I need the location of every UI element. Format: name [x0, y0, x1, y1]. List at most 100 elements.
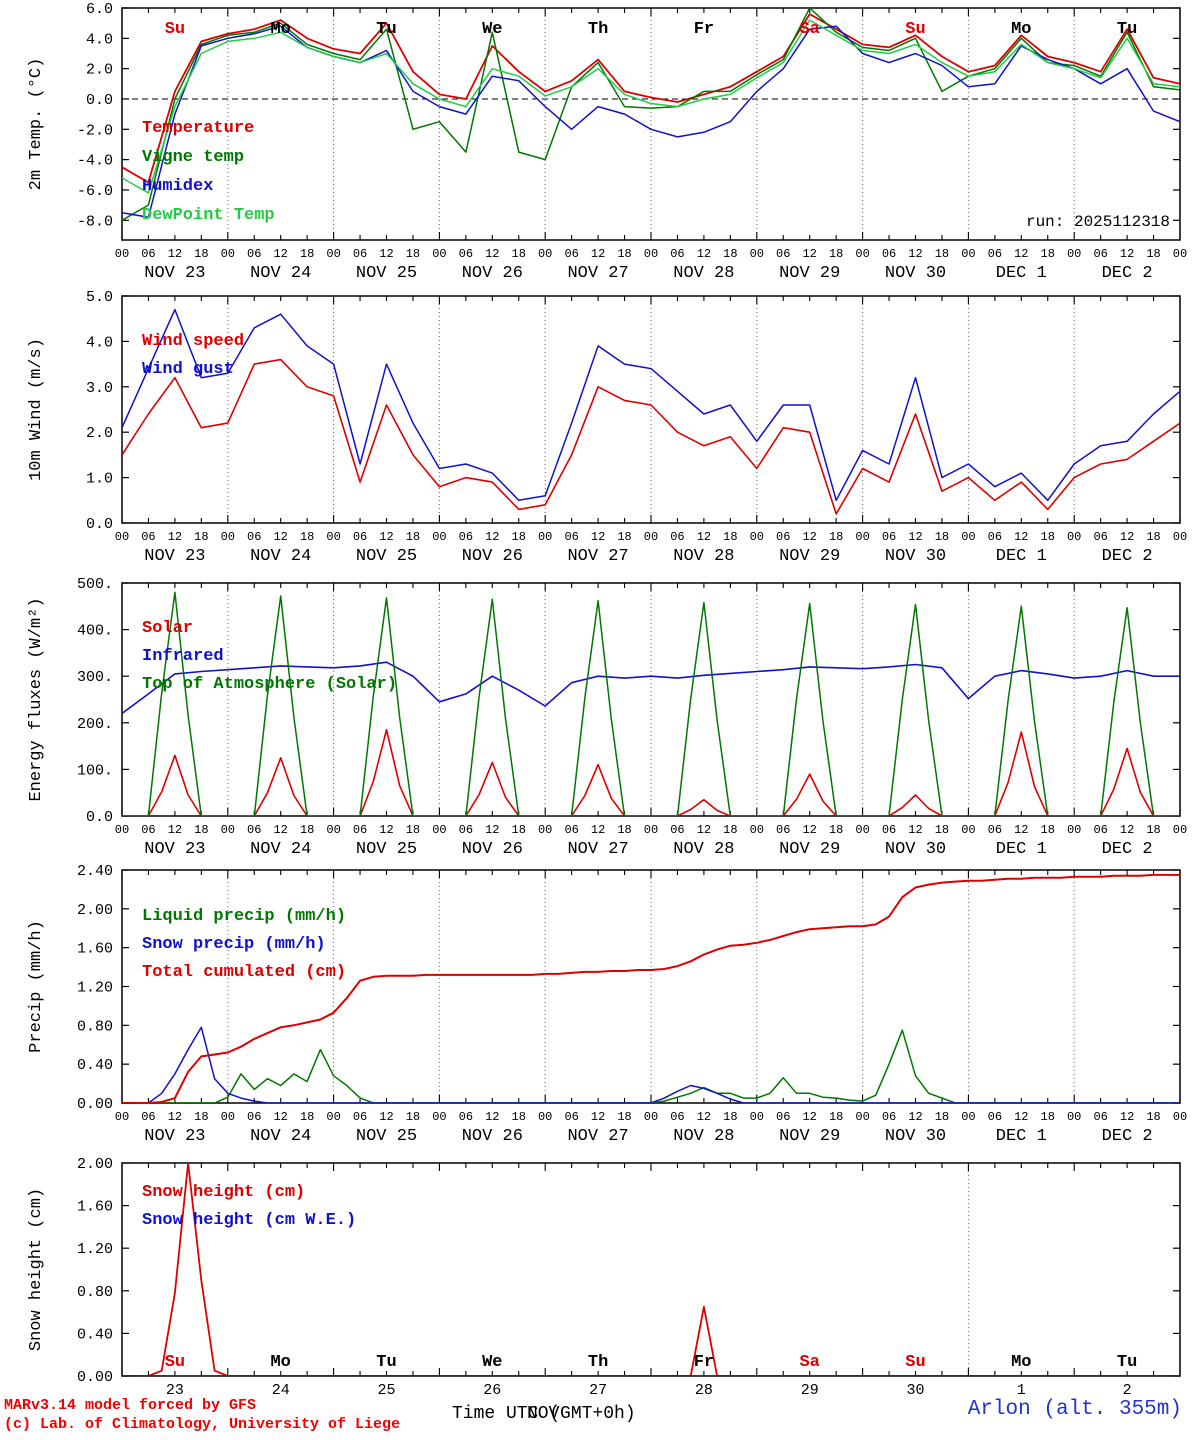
date-label: NOV 29: [779, 840, 840, 859]
series-vigne-temp: [122, 8, 1180, 221]
plot-border: [121, 295, 1181, 524]
day-name-label: Su: [165, 20, 185, 39]
date-label: NOV 25: [356, 1127, 417, 1146]
hour-tick-label: 18: [194, 1110, 208, 1124]
hour-tick-label: 12: [591, 823, 605, 837]
hour-tick-label: 12: [908, 1110, 922, 1124]
hour-tick-label: 12: [273, 247, 287, 261]
hour-tick-label: 00: [855, 530, 869, 544]
hour-tick-label: 06: [882, 1110, 896, 1124]
hour-tick-label: 12: [379, 823, 393, 837]
date-number-label: 29: [801, 1382, 819, 1399]
day-name-label: Mo: [270, 1353, 290, 1372]
hour-tick-label: 18: [1041, 247, 1055, 261]
hour-tick-label: 12: [908, 823, 922, 837]
hour-tick-label: 00: [961, 530, 975, 544]
model-credit-line2: (c) Lab. of Climatology, University of L…: [4, 1416, 401, 1433]
day-name-label: We: [482, 20, 502, 39]
hour-tick-label: 00: [432, 1110, 446, 1124]
date-label: NOV 24: [250, 1127, 311, 1146]
date-label: DEC 2: [1102, 1127, 1153, 1146]
hour-tick-label: 06: [459, 823, 473, 837]
y-tick-label: 100.: [77, 762, 113, 779]
hour-tick-label: 18: [1041, 823, 1055, 837]
date-label: NOV 24: [250, 840, 311, 859]
hour-tick-label: 06: [988, 247, 1002, 261]
y-tick-label: 1.0: [86, 471, 113, 488]
hour-tick-label: 12: [697, 530, 711, 544]
hour-tick-label: 00: [432, 823, 446, 837]
date-label: NOV 28: [673, 264, 734, 283]
y-tick-label: -8.0: [77, 213, 113, 230]
y-tick-label: 200.: [77, 716, 113, 733]
hour-tick-label: 06: [1093, 530, 1107, 544]
date-number-label: 27: [589, 1382, 607, 1399]
date-label: NOV 23: [144, 264, 205, 283]
station-label: Arlon (alt. 355m): [967, 1398, 1182, 1421]
day-name-label: Su: [905, 20, 925, 39]
date-label: DEC 1: [996, 840, 1047, 859]
hour-tick-label: 12: [1120, 823, 1134, 837]
series-group: [122, 8, 1180, 221]
y-tick-label: 400.: [77, 623, 113, 640]
legend-solar: Solar: [142, 619, 193, 638]
series-liquid-precip-mm-h-: [122, 1029, 1180, 1103]
series-group: [122, 873, 1180, 1103]
date-label: DEC 2: [1102, 264, 1153, 283]
hour-tick-label: 06: [141, 247, 155, 261]
hour-tick-label: 00: [961, 823, 975, 837]
date-label: NOV 29: [779, 264, 840, 283]
date-label: DEC 2: [1102, 547, 1153, 566]
day-name-label: Th: [588, 20, 608, 39]
legend-vigne-temp: Vigne temp: [142, 148, 244, 167]
hour-tick-label: 12: [168, 247, 182, 261]
day-name-label: Su: [905, 1353, 925, 1372]
date-number-label: 28: [695, 1382, 713, 1399]
date-label: NOV 23: [144, 547, 205, 566]
hour-tick-label: 12: [697, 247, 711, 261]
day-name-label: Mo: [1011, 1353, 1031, 1372]
hour-tick-label: 06: [353, 530, 367, 544]
date-label: NOV 27: [567, 264, 628, 283]
date-number-label: 25: [377, 1382, 395, 1399]
date-number-label: 30: [906, 1382, 924, 1399]
hour-tick-label: 06: [564, 247, 578, 261]
date-label: DEC 1: [996, 264, 1047, 283]
hour-tick-label: 18: [194, 530, 208, 544]
y-tick-label: 0.40: [77, 1326, 113, 1343]
hour-tick-label: 00: [1067, 247, 1081, 261]
y-axis-label: 2m Temp. (°C): [27, 58, 46, 191]
panel-temperature: 6.0 4.0 2.0 0.0 -2.0 -4.0 -6.0 -8.0 Temperature V…: [27, 1, 1187, 283]
hour-tick-label: 06: [670, 530, 684, 544]
hour-tick-label: 12: [485, 1110, 499, 1124]
y-tick-label: 6.0: [86, 1, 113, 18]
date-label: DEC 1: [996, 1127, 1047, 1146]
series-top-of-atmosphere-solar-: [122, 591, 1180, 816]
y-tick-label: 2.40: [77, 863, 113, 880]
hour-tick-label: 00: [750, 1110, 764, 1124]
date-label: DEC 1: [996, 547, 1047, 566]
date-label: NOV 30: [885, 1127, 946, 1146]
legend-infrared: Infrared: [142, 647, 224, 666]
hour-tick-label: 06: [141, 530, 155, 544]
hour-tick-label: 12: [273, 1110, 287, 1124]
date-label: NOV 26: [462, 1127, 523, 1146]
legend-dewpoint-temp: DewPoint Temp: [142, 206, 275, 225]
date-label: DEC 2: [1102, 840, 1153, 859]
legend-wind-speed: Wind speed: [142, 332, 244, 351]
date-label: NOV 28: [673, 547, 734, 566]
hour-tick-label: 06: [988, 1110, 1002, 1124]
y-axis-label: Energy fluxes (W/m²): [27, 597, 46, 801]
hour-tick-label: 06: [141, 1110, 155, 1124]
plot-border: [121, 7, 1181, 241]
day-name-label: Sa: [799, 1353, 819, 1372]
hour-tick-label: 00: [115, 823, 129, 837]
hour-tick-label: 18: [300, 1110, 314, 1124]
series-infrared: [122, 661, 1180, 715]
hour-tick-label: 06: [564, 823, 578, 837]
y-tick-label: 0.0: [86, 516, 113, 533]
hour-tick-label: 18: [935, 530, 949, 544]
hour-tick-label: 06: [459, 247, 473, 261]
hour-tick-label: 00: [326, 530, 340, 544]
